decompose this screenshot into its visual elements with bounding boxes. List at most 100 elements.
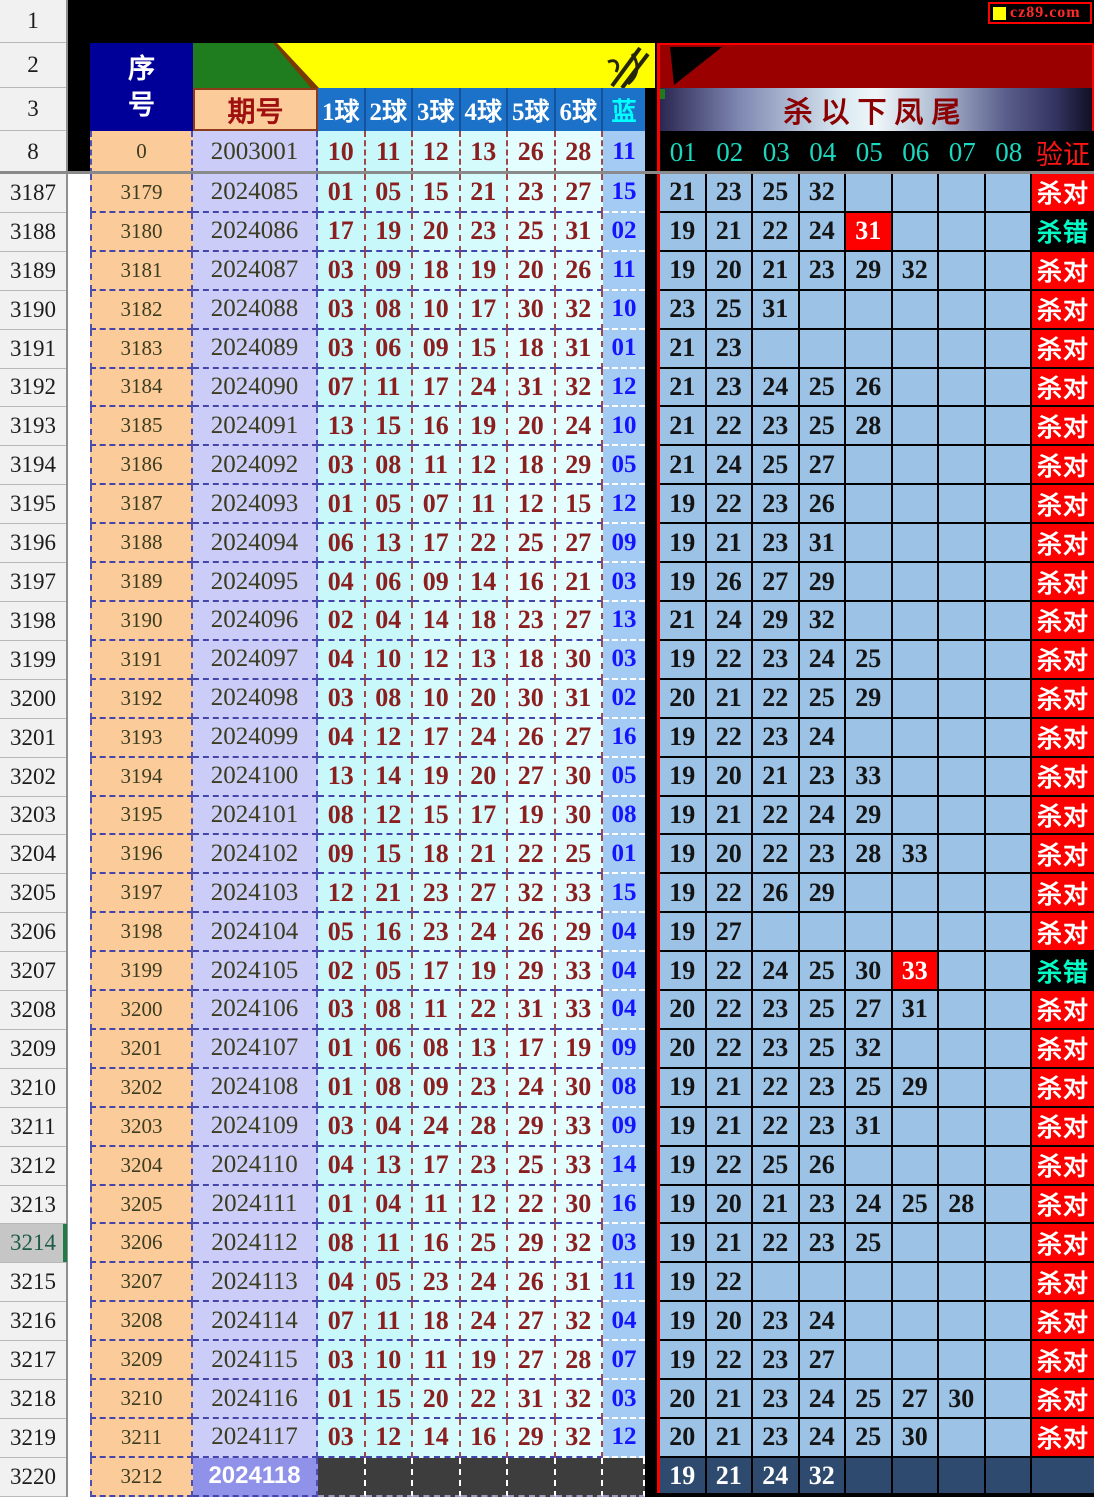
ball-cell[interactable]: 07 (318, 1302, 366, 1342)
kill-cell[interactable] (892, 1263, 939, 1303)
kill-cell[interactable]: 25 (799, 1029, 846, 1069)
kill-cell[interactable] (985, 601, 1032, 641)
kill-cell[interactable]: 24 (799, 1302, 846, 1342)
ball-cell[interactable]: 31 (508, 991, 556, 1030)
kill-cell[interactable] (985, 251, 1032, 291)
kill-cell[interactable]: 24 (753, 1457, 800, 1497)
kill-cell[interactable]: 21 (706, 1224, 753, 1264)
ball-cell[interactable]: 04 (318, 1263, 366, 1303)
verify-cell[interactable]: 杀对 (1032, 835, 1094, 875)
ball-cell[interactable]: 12 (460, 446, 508, 486)
row-header-cell[interactable]: 3205 (0, 874, 66, 914)
kill-cell[interactable]: 29 (846, 796, 893, 836)
blue-ball-cell[interactable]: 08 (603, 1068, 645, 1108)
kill-cell[interactable]: 20 (660, 1029, 707, 1069)
kill-cell[interactable] (892, 368, 939, 408)
kill-cell[interactable] (939, 640, 986, 680)
verify-cell[interactable]: 杀对 (1032, 679, 1094, 719)
seq-cell[interactable]: 3192 (90, 679, 193, 719)
seq-cell[interactable]: 3193 (90, 718, 193, 758)
row-header-cell[interactable]: 3198 (0, 602, 66, 641)
verify-cell[interactable]: 杀对 (1032, 290, 1094, 330)
kill-cell[interactable]: 22 (753, 1068, 800, 1108)
row-header-cell[interactable]: 3220 (0, 1458, 66, 1497)
ball-cell[interactable]: 15 (413, 796, 461, 836)
ball-cell[interactable]: 20 (413, 212, 461, 252)
kill-cell[interactable]: 20 (706, 251, 753, 291)
kill-cell[interactable] (846, 485, 893, 525)
verify-cell[interactable]: 杀对 (1032, 368, 1094, 408)
period-cell[interactable]: 2024110 (193, 1146, 318, 1186)
ball-cell[interactable]: 30 (508, 290, 556, 330)
blue-ball-cell[interactable]: 04 (603, 913, 645, 953)
row-header-cell[interactable]: 3218 (0, 1380, 66, 1419)
kill-cell[interactable] (846, 290, 893, 330)
header-ball[interactable]: 5球 (508, 88, 556, 131)
ball-cell[interactable]: 19 (460, 407, 508, 447)
ball-cell[interactable]: 30 (555, 1068, 603, 1108)
ball-cell[interactable]: 29 (555, 913, 603, 953)
seq-cell[interactable]: 3198 (90, 913, 193, 953)
period-cell[interactable]: 2024086 (193, 212, 318, 252)
kill-cell[interactable] (799, 1263, 846, 1303)
ball-cell[interactable]: 03 (318, 991, 366, 1030)
ball-cell[interactable]: 28 (555, 1341, 603, 1381)
ball-cell[interactable]: 12 (365, 1419, 413, 1458)
seq-cell[interactable]: 3203 (90, 1107, 193, 1147)
kill-cell[interactable]: 27 (706, 913, 753, 953)
ball-cell[interactable]: 25 (508, 1146, 556, 1186)
kill-cell[interactable]: 27 (799, 446, 846, 486)
ball-cell[interactable]: 01 (318, 1029, 366, 1069)
ball-cell[interactable]: 04 (365, 601, 413, 641)
verify-cell[interactable]: 杀对 (1032, 718, 1094, 758)
kill-cell[interactable] (939, 718, 986, 758)
ball-cell[interactable]: 30 (555, 757, 603, 797)
period-cell[interactable]: 2003001 (193, 131, 318, 174)
ball-cell[interactable]: 08 (413, 1029, 461, 1069)
ball-cell[interactable]: 20 (460, 757, 508, 797)
kill-cell[interactable]: 21 (706, 1419, 753, 1458)
blue-ball-cell[interactable]: 15 (603, 874, 645, 914)
blue-ball-cell[interactable]: 10 (603, 407, 645, 447)
ball-cell[interactable]: 32 (555, 1419, 603, 1458)
kill-cell[interactable] (939, 524, 986, 564)
kill-cell[interactable]: 24 (799, 212, 846, 252)
kill-cell[interactable]: 22 (706, 718, 753, 758)
kill-cell[interactable]: 25 (799, 679, 846, 719)
ball-cell[interactable]: 23 (508, 174, 556, 213)
ball-cell[interactable]: 03 (318, 251, 366, 291)
kill-cell[interactable] (985, 991, 1032, 1030)
ball-cell[interactable]: 18 (508, 446, 556, 486)
ball-cell[interactable]: 03 (318, 329, 366, 369)
kill-cell[interactable] (939, 1224, 986, 1264)
seq-cell[interactable]: 3185 (90, 407, 193, 447)
ball-cell[interactable]: 27 (460, 874, 508, 914)
ball-cell[interactable]: 08 (365, 446, 413, 486)
ball-cell[interactable]: 13 (365, 524, 413, 564)
period-cell[interactable]: 2024095 (193, 563, 318, 602)
kill-cell[interactable] (892, 446, 939, 486)
ball-cell[interactable]: 06 (365, 563, 413, 602)
kill-cell[interactable] (892, 563, 939, 602)
kill-cell[interactable] (939, 485, 986, 525)
ball-cell[interactable]: 33 (555, 1107, 603, 1147)
kill-cell[interactable] (846, 446, 893, 486)
ball-cell[interactable]: 25 (555, 835, 603, 875)
kill-cell[interactable]: 24 (706, 601, 753, 641)
ball-cell[interactable]: 33 (555, 874, 603, 914)
seq-cell[interactable]: 3208 (90, 1302, 193, 1342)
ball-cell[interactable]: 04 (318, 640, 366, 680)
ball-cell[interactable]: 27 (555, 524, 603, 564)
period-cell[interactable]: 2024089 (193, 329, 318, 369)
seq-cell[interactable]: 3186 (90, 446, 193, 486)
kill-cell[interactable]: 23 (753, 1302, 800, 1342)
kill-cell[interactable] (939, 1107, 986, 1147)
ball-cell[interactable]: 01 (318, 1380, 366, 1419)
ball-cell[interactable]: 24 (460, 1302, 508, 1342)
period-cell[interactable]: 2024092 (193, 446, 318, 486)
blue-ball-cell[interactable]: 03 (603, 640, 645, 680)
kill-cell[interactable] (939, 251, 986, 291)
kill-cell[interactable]: 19 (660, 1224, 707, 1264)
kill-cell[interactable] (939, 757, 986, 797)
period-cell[interactable]: 2024104 (193, 913, 318, 953)
